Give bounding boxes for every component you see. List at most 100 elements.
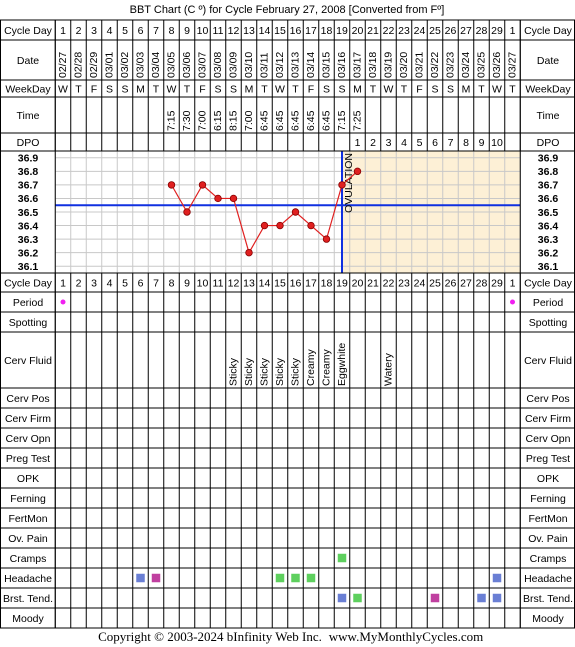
cell-text: M <box>353 83 362 95</box>
cell-text: 27 <box>460 277 472 289</box>
cell-text: Sticky <box>258 357 270 386</box>
cell-text: 03/26 <box>491 52 503 78</box>
cell-text: 12 <box>228 277 240 289</box>
y-tick-label: 36.6 <box>538 193 559 205</box>
cell-text: 3 <box>91 25 97 37</box>
cell-text: 1 <box>510 277 516 289</box>
cell-text: 5 <box>122 277 128 289</box>
symptom-marker <box>337 593 347 603</box>
cell-text: 8 <box>169 25 175 37</box>
cell-text: 2 <box>76 277 82 289</box>
cell-text: 7:00 <box>243 110 255 131</box>
cell-text: 21 <box>367 277 379 289</box>
cell-text: Sticky <box>274 357 286 386</box>
cell-text: Creamy <box>305 348 317 386</box>
cell-text: 19 <box>336 277 348 289</box>
symptom-marker <box>430 593 440 603</box>
cell-text: 1 <box>60 25 66 37</box>
row-label: Brst. Tend. <box>3 593 53 605</box>
cell-text: 03/11 <box>258 52 270 78</box>
cell-text: 24 <box>414 277 426 289</box>
cell-text: 03/04 <box>150 52 162 78</box>
cell-text: T <box>370 83 377 95</box>
row-label: Cerv Firm <box>525 413 571 425</box>
symptom-marker <box>135 573 146 583</box>
cell-text: 03/13 <box>289 52 301 78</box>
cell-text: 03/01 <box>103 52 115 78</box>
row-label: Cycle Day <box>4 277 53 289</box>
cell-text: 15 <box>274 277 286 289</box>
cell-text: 6:45 <box>305 110 317 131</box>
row-label: Preg Test <box>526 453 570 465</box>
cell-text: S <box>121 83 128 95</box>
y-tick-label: 36.6 <box>18 193 39 205</box>
row-label: Cerv Firm <box>5 413 51 425</box>
cell-text: 11 <box>213 277 224 289</box>
cell-text: W <box>58 83 68 95</box>
symptom-marker <box>337 553 347 563</box>
row-label: Date <box>537 55 559 67</box>
cell-text: 03/27 <box>506 52 518 78</box>
cell-text: M <box>462 83 471 95</box>
cell-text: 7 <box>153 25 159 37</box>
cell-text: 9 <box>479 137 485 149</box>
cell-text: 16 <box>290 277 302 289</box>
row-label: Cramps <box>10 553 47 565</box>
cell-text: 03/12 <box>274 52 286 78</box>
cell-text: 13 <box>243 277 255 289</box>
cell-text: 8:15 <box>227 110 239 131</box>
temperature-point <box>183 208 191 216</box>
cell-text: 03/03 <box>134 52 146 78</box>
cell-text: 6:45 <box>289 110 301 131</box>
cell-text: T <box>292 83 299 95</box>
cell-text: 03/07 <box>196 52 208 78</box>
cell-text: 17 <box>305 277 317 289</box>
cell-text: 3 <box>91 277 97 289</box>
cell-text: T <box>478 83 485 95</box>
temperature-point <box>291 208 300 216</box>
row-label: WeekDay <box>525 83 571 95</box>
cell-text: 02/29 <box>88 52 100 78</box>
row-label: Moody <box>12 613 44 625</box>
y-tick-label: 36.9 <box>18 153 39 165</box>
cell-text: F <box>199 83 205 95</box>
cell-text: 1 <box>510 25 516 37</box>
y-tick-label: 36.3 <box>18 234 39 246</box>
row-label: Cerv Pos <box>6 393 49 405</box>
row-label: Headache <box>4 573 52 585</box>
cell-text: 21 <box>367 25 379 37</box>
cell-text: 03/15 <box>320 52 332 78</box>
cell-text: 03/08 <box>212 52 224 78</box>
cell-text: W <box>384 83 394 95</box>
cell-text: F <box>91 83 97 95</box>
cell-text: T <box>401 83 408 95</box>
cell-text: 24 <box>414 25 426 37</box>
cell-text: 03/19 <box>382 52 394 78</box>
symptom-marker <box>492 593 502 603</box>
y-tick-label: 36.4 <box>18 220 39 232</box>
cell-text: 6:45 <box>258 110 270 131</box>
cell-text: S <box>338 83 345 95</box>
cell-text: 19 <box>336 25 348 37</box>
row-label: Headache <box>524 573 572 585</box>
cell-text: F <box>416 83 422 95</box>
cell-text: 13 <box>243 25 255 37</box>
cell-text: Sticky <box>289 357 301 386</box>
cell-text: 02/28 <box>72 52 84 78</box>
cell-text: W <box>492 83 502 95</box>
row-label: Moody <box>532 613 564 625</box>
cell-text: 03/25 <box>475 52 487 78</box>
temperature-point <box>322 235 331 243</box>
cell-text: 9 <box>184 277 190 289</box>
row-label: Cerv Fluid <box>4 355 52 367</box>
cell-text: 03/24 <box>460 52 472 78</box>
symptom-marker <box>492 573 502 583</box>
cell-text: T <box>509 83 516 95</box>
temperature-point <box>307 221 315 230</box>
row-label: Cerv Opn <box>6 433 51 445</box>
period-dot <box>510 299 515 305</box>
cell-text: 17 <box>305 25 317 37</box>
cell-text: 14 <box>259 277 271 289</box>
temperature-point <box>260 221 269 230</box>
